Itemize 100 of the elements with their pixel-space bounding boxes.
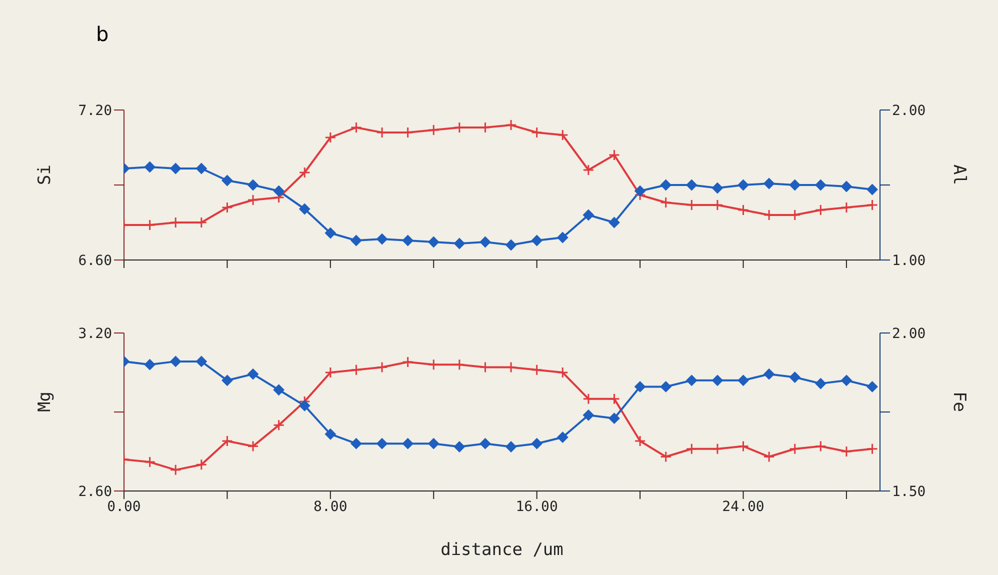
point: [866, 199, 878, 211]
point: [840, 202, 852, 214]
point: [582, 410, 594, 421]
point: [789, 443, 801, 455]
point: [402, 235, 414, 246]
point: [815, 180, 826, 190]
point: [582, 393, 594, 405]
point: [557, 432, 568, 443]
point: [273, 384, 284, 396]
point: [506, 441, 517, 452]
point: [866, 381, 878, 392]
point: [738, 440, 749, 452]
point: [144, 456, 156, 468]
chart-title: b: [96, 22, 109, 46]
y-axis-title: Mg: [35, 392, 56, 412]
point: [428, 236, 440, 248]
point: [480, 438, 491, 450]
point: [222, 374, 233, 386]
point: [324, 428, 336, 440]
point: [531, 126, 543, 138]
point: [814, 440, 826, 452]
point: [298, 166, 310, 178]
y-axis-title: Si: [35, 164, 56, 185]
y2-tick-label: 1.50: [892, 484, 926, 500]
point: [273, 186, 284, 196]
point: [557, 232, 568, 243]
point: [402, 356, 414, 368]
point: [866, 443, 878, 455]
x-tick-label: 16.00: [516, 498, 558, 515]
point: [814, 204, 826, 216]
point: [454, 238, 465, 249]
point: [789, 180, 800, 190]
point: [764, 178, 775, 189]
y-tick-label: 6.60: [78, 252, 112, 269]
y-tick-label: 3.20: [78, 326, 112, 342]
point: [840, 446, 852, 458]
point: [582, 210, 594, 220]
point: [428, 124, 440, 136]
point: [764, 368, 775, 380]
point: [221, 435, 233, 447]
y2-tick-label: 2.00: [892, 102, 926, 119]
y-tick-label: 2.60: [78, 484, 112, 500]
point: [556, 366, 568, 378]
point: [221, 202, 233, 214]
point: [454, 358, 466, 370]
point: [324, 132, 336, 144]
x-tick-label: 8.00: [314, 498, 348, 515]
point: [840, 181, 852, 192]
point: [738, 180, 749, 190]
point: [248, 180, 259, 190]
point: [686, 180, 698, 190]
point: [350, 122, 362, 134]
point: [660, 196, 672, 208]
point: [247, 440, 259, 452]
point: [324, 366, 336, 378]
point: [686, 374, 698, 386]
point: [273, 419, 285, 431]
point: [866, 184, 878, 195]
point: [608, 412, 620, 424]
point: [815, 378, 826, 390]
point: [170, 356, 182, 367]
point: [634, 381, 646, 392]
point: [738, 204, 749, 216]
point: [763, 451, 775, 463]
point: [350, 438, 362, 450]
point: [350, 235, 362, 246]
point: [634, 435, 646, 447]
point: [376, 234, 388, 244]
point: [196, 458, 208, 470]
point: [712, 182, 723, 194]
point: [634, 186, 646, 196]
point: [248, 368, 259, 380]
point: [144, 162, 156, 172]
point: [608, 149, 620, 161]
point: [660, 381, 672, 392]
point: [144, 359, 156, 370]
point: [712, 443, 724, 455]
point: [324, 228, 336, 238]
point: [556, 129, 568, 141]
point: [170, 464, 182, 476]
point: [582, 164, 594, 176]
point: [247, 194, 259, 206]
point: [789, 372, 800, 383]
point: [505, 119, 517, 131]
y2-axis-title: Al: [948, 164, 969, 185]
point: [454, 441, 465, 452]
point: [376, 438, 388, 450]
x-tick-label: 0.00: [107, 498, 141, 515]
point: [196, 356, 207, 367]
x-axis-title: distance /um: [440, 540, 564, 560]
point: [608, 217, 620, 228]
point: [170, 163, 182, 174]
x-tick-label: 24.00: [722, 498, 764, 515]
point: [402, 438, 414, 450]
point: [299, 204, 310, 214]
point: [608, 393, 620, 405]
point: [376, 361, 388, 373]
point: [840, 374, 852, 386]
point: [350, 364, 362, 376]
point: [299, 400, 310, 412]
